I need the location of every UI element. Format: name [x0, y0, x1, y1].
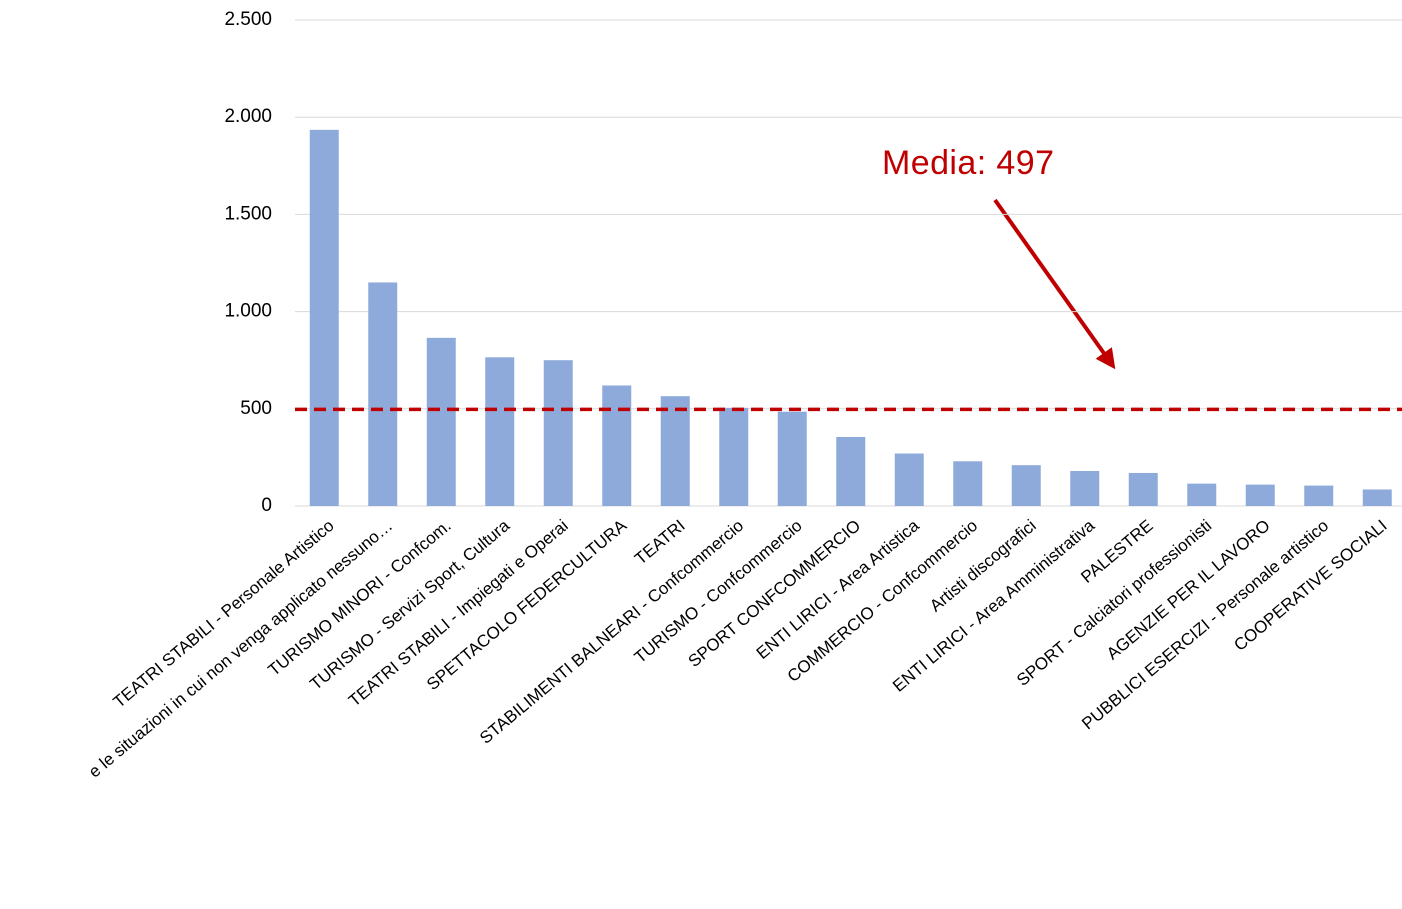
bar — [1304, 485, 1334, 506]
x-tick-label: TEATRI STABILI - Personale Artistico — [110, 516, 338, 712]
bar — [1245, 484, 1275, 506]
bar — [602, 385, 632, 506]
y-tick-label: 1.000 — [224, 301, 272, 322]
y-tick-label: 2.000 — [224, 106, 272, 127]
bar — [368, 282, 398, 506]
bar — [309, 129, 339, 506]
bar — [1070, 471, 1100, 506]
bar — [543, 360, 573, 506]
bar — [953, 461, 983, 506]
bar — [1011, 465, 1041, 506]
bar — [426, 337, 456, 506]
bar — [719, 407, 749, 506]
bar — [777, 411, 807, 506]
bar — [1187, 483, 1217, 506]
x-tick-label: TEATRI — [631, 516, 689, 569]
bar — [485, 357, 515, 506]
annotation-arrow — [993, 198, 1116, 370]
y-tick-label: 500 — [240, 398, 272, 419]
bar — [894, 453, 924, 506]
bar — [660, 396, 690, 506]
x-tick-label: Artisti discografici — [926, 516, 1040, 616]
bar — [836, 436, 866, 506]
y-tick-label: 0 — [261, 495, 272, 516]
bar — [1362, 489, 1392, 506]
x-tick-label: ENTI LIRICI - Area Amministrativa — [889, 516, 1098, 696]
bar — [1128, 472, 1158, 506]
y-tick-label: 2.500 — [224, 9, 272, 30]
y-tick-label: 1.500 — [224, 203, 272, 224]
annotation: Media: 497 — [882, 144, 1054, 182]
